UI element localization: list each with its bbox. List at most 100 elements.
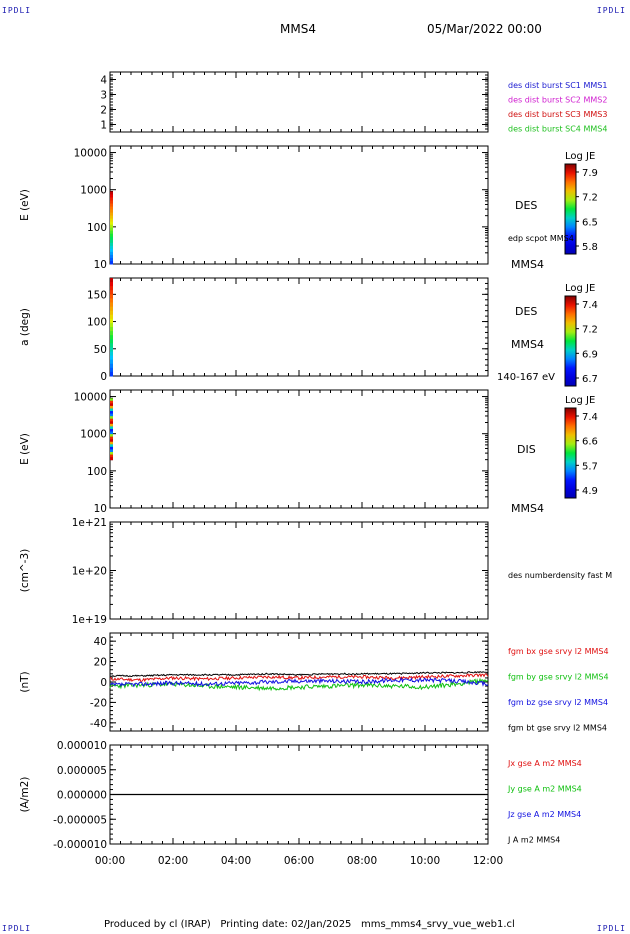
spectrogram-cell bbox=[110, 286, 113, 291]
colorbar-tick-label: 7.2 bbox=[582, 193, 598, 204]
y-tick-label: 10 bbox=[94, 503, 107, 515]
panel-label-spacecraft: MMS4 bbox=[511, 258, 544, 271]
colorbar bbox=[564, 295, 577, 387]
spectrogram-cell bbox=[110, 331, 113, 336]
x-tick-label: 02:00 bbox=[158, 855, 188, 867]
panel-frame-0 bbox=[109, 71, 489, 133]
y-tick-label: 1e+19 bbox=[72, 614, 107, 626]
panel-label-instrument: DIS bbox=[517, 443, 536, 456]
y-axis-label: a (deg) bbox=[19, 308, 31, 346]
spectrogram-cell bbox=[110, 335, 113, 340]
y-tick-label: -0.000005 bbox=[53, 814, 107, 826]
colorbar-title: Log JE bbox=[565, 395, 595, 406]
spectrogram-cell bbox=[110, 278, 113, 283]
spectrogram-cell bbox=[110, 416, 113, 420]
spectrogram-cell bbox=[110, 306, 113, 312]
colorbar-tick-label: 7.2 bbox=[582, 325, 598, 336]
spectrogram-cell bbox=[110, 227, 113, 232]
spectrogram-cell bbox=[110, 439, 113, 443]
footer-printing-date: Printing date: 02/Jan/2025 bbox=[220, 919, 352, 930]
y-tick-label: 10 bbox=[94, 259, 107, 271]
spectrogram-cell bbox=[110, 191, 113, 195]
colorbar-tick-label: 7.9 bbox=[582, 168, 598, 179]
legend-entry: J A m2 MMS4 bbox=[507, 836, 560, 845]
spectrogram-cell bbox=[110, 310, 113, 316]
spectrogram-cell bbox=[110, 221, 113, 226]
x-tick-label: 00:00 bbox=[95, 855, 125, 867]
spectrogram-cell bbox=[110, 224, 113, 229]
spectrogram-cell bbox=[110, 398, 113, 402]
legend-entry: des dist burst SC3 MMS3 bbox=[508, 110, 607, 119]
legend-entry: des dist burst SC4 MMS4 bbox=[508, 125, 607, 134]
spectrogram-cell bbox=[110, 236, 113, 241]
spectrogram-cell bbox=[110, 423, 113, 427]
corner-label-top-left: IPDLI bbox=[2, 6, 32, 15]
spectrogram-cell bbox=[110, 367, 113, 373]
spectrogram-cell bbox=[110, 359, 113, 365]
y-tick-label: 0.000010 bbox=[57, 740, 107, 752]
spectrogram-cell bbox=[110, 457, 113, 461]
colorbar-tick-label: 4.9 bbox=[582, 486, 598, 497]
y-tick-label: -40 bbox=[90, 718, 107, 730]
spectrogram-cell bbox=[110, 248, 113, 253]
legend-entry: Jy gse A m2 MMS4 bbox=[507, 785, 582, 794]
spectrogram-cell bbox=[110, 302, 113, 308]
panel-frame-4 bbox=[109, 521, 489, 620]
corner-label-bottom-right: IPDLI bbox=[596, 924, 626, 933]
spectrogram-cell bbox=[110, 245, 113, 250]
panel-frame-1 bbox=[109, 145, 489, 265]
y-tick-label: 150 bbox=[87, 289, 107, 301]
colorbar-tick-label: 7.4 bbox=[582, 300, 598, 311]
legend-entry: fgm bz gse srvy l2 MMS4 bbox=[508, 698, 608, 707]
spectrogram-cell bbox=[110, 206, 113, 211]
spectrogram-cell bbox=[110, 434, 113, 438]
legend-entry: fgm bx gse srvy l2 MMS4 bbox=[508, 647, 609, 656]
spectrogram-cell bbox=[110, 411, 113, 415]
colorbar bbox=[564, 163, 577, 255]
x-tick-label: 08:00 bbox=[347, 855, 377, 867]
y-tick-label: 1000 bbox=[80, 185, 107, 197]
footer-file-name: mms_mms4_srvy_vue_web1.cl bbox=[360, 919, 515, 930]
spectrogram-cell bbox=[110, 194, 113, 198]
y-tick-label: 1e+20 bbox=[72, 566, 107, 578]
colorbar-title: Log JE bbox=[565, 151, 595, 162]
footer: Produced by cl (IRAP) Printing date: 02/… bbox=[104, 919, 515, 930]
spectrogram-cell bbox=[110, 339, 113, 344]
spectrogram-cell bbox=[110, 444, 113, 448]
spectrogram-cell bbox=[110, 318, 113, 324]
y-tick-label: 1e+21 bbox=[72, 517, 107, 529]
spectrogram-cell bbox=[110, 327, 113, 332]
spectrogram-cell bbox=[110, 418, 113, 422]
spacecraft-title: MMS4 bbox=[280, 22, 316, 36]
spectrogram-cell bbox=[110, 314, 113, 320]
panel-label-scpot: edp scpot MMS4 bbox=[508, 234, 574, 243]
y-tick-label: 2 bbox=[100, 105, 107, 117]
y-tick-label: 100 bbox=[87, 317, 107, 329]
y-axis-label: E (eV) bbox=[19, 433, 31, 465]
x-tick-label: 04:00 bbox=[221, 855, 251, 867]
spectrogram-cell bbox=[110, 426, 113, 430]
spectrogram-cell bbox=[110, 203, 113, 208]
y-tick-label: 40 bbox=[94, 636, 107, 648]
spectrogram-cell bbox=[110, 200, 113, 204]
legend-entry: fgm bt gse srvy l2 MMS4 bbox=[508, 724, 607, 733]
x-tick-label: 12:00 bbox=[473, 855, 503, 867]
y-tick-label: 0.000000 bbox=[57, 790, 107, 802]
y-tick-label: 3 bbox=[100, 90, 107, 102]
panel-frame-2 bbox=[109, 277, 489, 377]
colorbar-tick-label: 7.4 bbox=[582, 412, 598, 423]
series-line-0 bbox=[109, 673, 489, 683]
spectrogram-cell bbox=[110, 242, 113, 247]
y-tick-label: 0 bbox=[100, 371, 107, 383]
spectrogram-cell bbox=[110, 371, 113, 377]
y-tick-label: 4 bbox=[100, 75, 107, 87]
y-axis-label: (nT) bbox=[19, 671, 31, 692]
y-tick-label: 100 bbox=[87, 466, 107, 478]
y-tick-label: 20 bbox=[94, 657, 107, 669]
spectrogram-cell bbox=[110, 290, 113, 295]
spectrogram-cell bbox=[110, 451, 113, 456]
spectrogram-cell bbox=[110, 421, 113, 425]
spectrogram-cell bbox=[110, 260, 113, 265]
spectrogram-cell bbox=[110, 218, 113, 223]
